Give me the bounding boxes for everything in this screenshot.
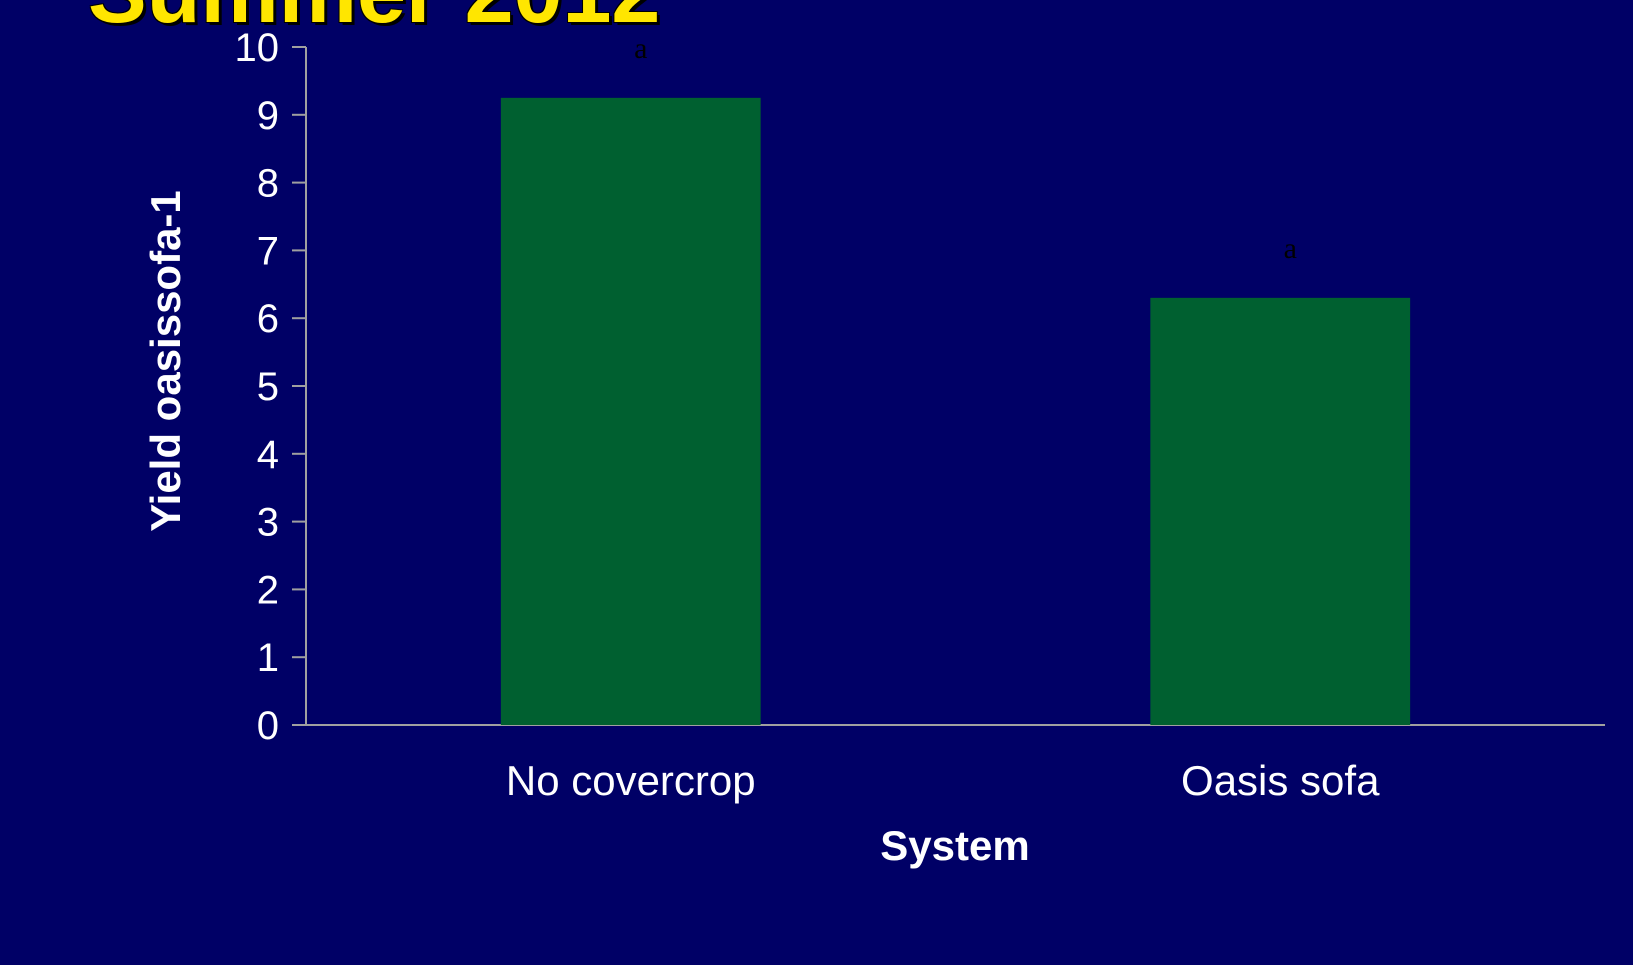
y-tick-label: 9	[257, 94, 279, 138]
y-tick-label: 2	[257, 568, 279, 612]
x-tick-label: No covercrop	[506, 757, 756, 804]
bars	[500, 97, 1411, 726]
y-tick-label: 5	[257, 365, 279, 409]
x-tick-label: Oasis sofa	[1181, 757, 1380, 804]
y-tick-label: 6	[257, 297, 279, 341]
x-axis-title: System	[880, 822, 1029, 869]
y-tick-label: 10	[235, 26, 280, 70]
y-tick-label: 8	[257, 162, 279, 206]
y-tick-label: 4	[257, 433, 279, 477]
x-axis: No covercrop Oasis sofa	[292, 724, 1605, 804]
bar-1	[500, 97, 761, 726]
data-label: a	[1284, 232, 1297, 265]
slide-title: Summer 2012	[88, 0, 660, 36]
y-tick-label: 3	[257, 501, 279, 545]
y-tick-label: 7	[257, 229, 279, 273]
bar-2	[1150, 297, 1411, 725]
data-label: a	[634, 32, 647, 65]
y-tick-label: 1	[257, 636, 279, 680]
data-labels: aa	[634, 32, 1297, 265]
y-axis: 0 1 2 3 4 5 6 7 8 9 10	[235, 26, 307, 748]
y-axis-title: Yield oasissofa-1	[142, 190, 189, 532]
y-tick-label: 0	[257, 704, 279, 748]
